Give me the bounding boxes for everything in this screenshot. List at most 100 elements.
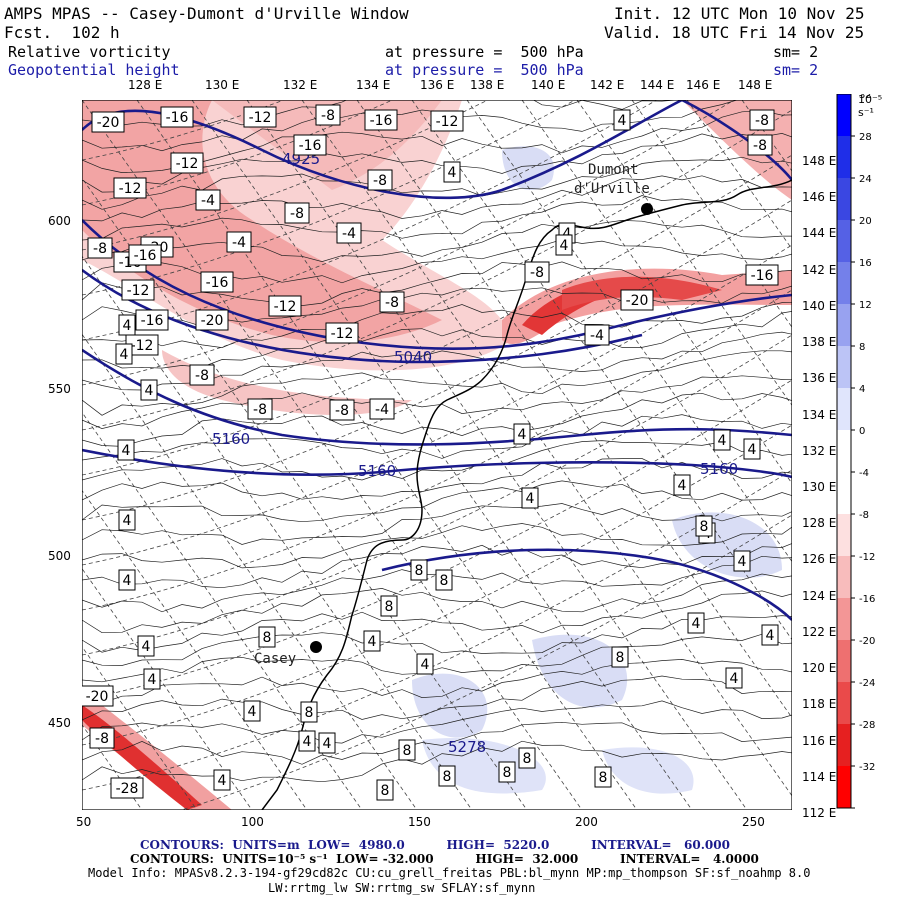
- height-contour-upper-right: [681, 100, 792, 181]
- right-lon-label: 134 E: [802, 407, 837, 422]
- vorticity-label: -8: [89, 727, 115, 749]
- vorticity-label: 8: [398, 739, 416, 761]
- colorbar-cell: [837, 598, 851, 640]
- colorbar-unit: 10⁻⁵ s⁻¹: [858, 93, 883, 119]
- vorticity-label: 4: [118, 314, 136, 336]
- pos-vorticity-patch-3: [412, 673, 488, 738]
- vorticity-label: 4: [137, 635, 155, 657]
- vorticity-label: 4: [140, 379, 158, 401]
- svg-text:-16: -16: [134, 248, 157, 264]
- colorbar-cell: [837, 388, 851, 430]
- vorticity-label: -8: [524, 261, 550, 283]
- colorbar-tick-label: -16: [859, 594, 875, 605]
- vorticity-label: -20: [82, 685, 114, 707]
- svg-text:4: 4: [122, 443, 131, 459]
- svg-text:4: 4: [218, 773, 227, 789]
- vorticity-label: 4: [115, 343, 133, 365]
- field1-smoothing: sm= 2: [773, 43, 819, 61]
- colorbar-tick-label: 4: [859, 384, 865, 395]
- svg-text:8: 8: [403, 743, 412, 759]
- svg-text:-4: -4: [342, 226, 356, 242]
- grid-line: [82, 334, 792, 656]
- vorticity-contour: [82, 615, 792, 666]
- forecast-hour: Fcst. 102 h: [4, 23, 120, 42]
- svg-text:-16: -16: [206, 275, 229, 291]
- colorbar-cell: [837, 94, 851, 136]
- svg-text:8: 8: [700, 519, 709, 535]
- svg-text:-8: -8: [753, 138, 767, 154]
- vorticity-labels: -20 -16 -12 -8 -16 -12 -16 -12 -8 -4 -4 -8 -4 -12 -20 -…: [82, 104, 779, 801]
- vorticity-contour: [82, 700, 792, 744]
- vorticity-label: 8: [435, 569, 453, 591]
- right-lon-label: 112 E: [802, 806, 837, 820]
- vorticity-label: -12: [430, 110, 464, 132]
- vorticity-label: -12: [125, 334, 159, 356]
- grid-line: [82, 379, 792, 701]
- vorticity-label: 8: [498, 761, 516, 783]
- neg-vorticity-coast-core: [522, 279, 652, 335]
- grid-line: [521, 100, 792, 485]
- svg-text:4: 4: [730, 671, 739, 687]
- top-lon-label: 144 E: [640, 78, 675, 92]
- grid-line: [82, 255, 473, 810]
- top-lon-label: 134 E: [356, 78, 391, 92]
- vorticity-contour: [82, 573, 792, 634]
- grid-line: [191, 100, 693, 810]
- grid-line: [179, 514, 792, 810]
- height-contour-labels: 4925 5040 5160 5160 5160 5278: [212, 150, 738, 756]
- right-lon-label: 116 E: [802, 733, 837, 748]
- grid-line: [301, 100, 792, 797]
- svg-text:-12: -12: [131, 338, 154, 354]
- y-axis-label: 600: [48, 214, 71, 228]
- colorbar-tick-label: -24: [859, 678, 875, 689]
- colorbar-tick-label: 24: [859, 174, 872, 185]
- right-lon-label: 120 E: [802, 661, 837, 676]
- vorticity-label: -28: [110, 777, 144, 799]
- grid-line: [82, 109, 792, 431]
- vorticity-label: 4: [213, 769, 231, 791]
- svg-text:-4: -4: [375, 402, 389, 418]
- vorticity-contour: [82, 721, 792, 765]
- right-lon-label: 124 E: [802, 588, 837, 603]
- svg-text:8: 8: [599, 770, 608, 786]
- init-time: Init. 12 UTC Mon 10 Nov 25: [614, 4, 865, 23]
- right-lon-label: 140 E: [802, 298, 837, 313]
- height-contours: [82, 100, 792, 621]
- vorticity-height-map: Dumont d'Urville Casey 4925 5040 5160 51…: [82, 100, 792, 810]
- colorbar-cell: [837, 472, 851, 514]
- svg-text:4: 4: [748, 442, 757, 458]
- grid-line: [82, 100, 735, 386]
- vorticity-label: -4: [226, 231, 252, 253]
- vorticity-contour: [82, 195, 792, 241]
- vorticity-label: 4: [521, 487, 539, 509]
- grid-line: [82, 469, 792, 791]
- top-lon-label: 136 E: [420, 78, 455, 92]
- x-axis-label: 100: [241, 815, 264, 829]
- colorbar-frame: [836, 94, 852, 809]
- colorbar-tick-label: 20: [859, 216, 872, 227]
- height-label: 5160: [700, 460, 738, 478]
- vorticity-label: -16: [364, 109, 398, 131]
- vorticity-contour: [82, 440, 792, 481]
- vorticity-label: -12: [325, 322, 359, 344]
- svg-text:-16: -16: [299, 138, 322, 154]
- right-lon-label: 146 E: [802, 190, 837, 205]
- svg-text:4: 4: [421, 657, 430, 673]
- svg-text:-8: -8: [335, 403, 349, 419]
- vorticity-contour: [82, 414, 792, 461]
- vorticity-label: -8: [284, 202, 310, 224]
- vorticity-label: 4: [555, 234, 573, 256]
- colorbar-tick-label: 8: [859, 342, 865, 353]
- footer-model-info: Model Info: MPASv8.2.3-194-gf29cd82c CU:…: [88, 866, 811, 880]
- svg-text:-12: -12: [176, 156, 199, 172]
- vorticity-label: 4: [743, 438, 761, 460]
- neg-vorticity-strip: [162, 350, 412, 415]
- footer-contours-height: CONTOURS: UNITS=m LOW= 4980.0 HIGH= 5220…: [140, 838, 730, 852]
- svg-text:4: 4: [123, 573, 132, 589]
- grid-line: [82, 100, 285, 161]
- vorticity-label: -8: [87, 237, 113, 259]
- svg-text:-20: -20: [201, 313, 224, 329]
- latlon-grid: [82, 100, 792, 810]
- vorticity-label: 4: [613, 109, 631, 131]
- pos-vorticity-patch-4: [532, 634, 628, 708]
